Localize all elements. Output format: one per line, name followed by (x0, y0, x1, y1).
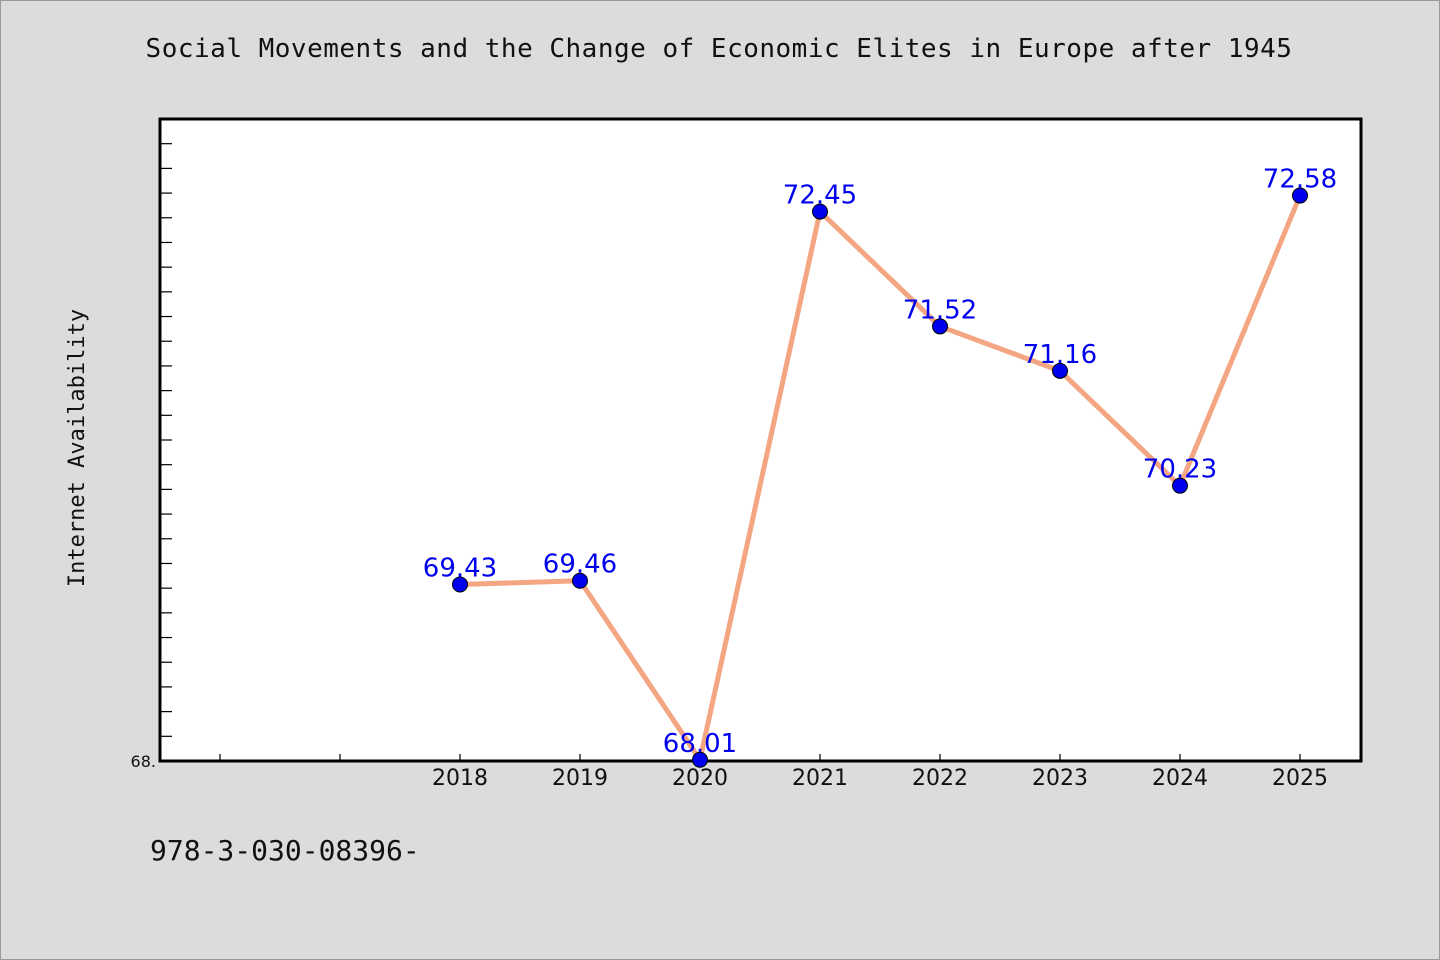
data-label: 71.16 (1023, 340, 1097, 370)
y-tick-label: 68. (131, 752, 156, 771)
x-tick-label: 2022 (912, 766, 968, 791)
data-label: 69.46 (543, 550, 617, 580)
data-label: 68.01 (663, 729, 737, 759)
data-label: 72.45 (783, 181, 857, 211)
x-tick-label: 2019 (552, 766, 608, 791)
x-tick-label: 2025 (1272, 766, 1328, 791)
y-axis-label: Internet Availability (65, 309, 90, 587)
data-label: 69.43 (423, 553, 497, 583)
data-point (932, 318, 948, 335)
x-tick-label: 2018 (432, 766, 488, 791)
x-tick-label: 2021 (792, 766, 848, 791)
data-point (812, 203, 828, 220)
footer-code: 978-3-030-08396- (150, 834, 420, 867)
data-label: 70.23 (1143, 455, 1217, 485)
data-point (1052, 362, 1068, 379)
data-label: 71.52 (903, 295, 977, 325)
x-tick-label: 2023 (1032, 766, 1088, 791)
series-line (457, 193, 1303, 763)
x-tick-label: 2020 (672, 766, 728, 791)
chart-title: Social Movements and the Change of Econo… (145, 34, 1293, 64)
x-tick-label: 2024 (1152, 766, 1208, 791)
data-point (572, 572, 588, 589)
data-point (452, 576, 468, 593)
data-point (1172, 477, 1188, 494)
data-label: 72.58 (1263, 165, 1337, 195)
plot-area (158, 117, 1363, 763)
data-point (692, 751, 708, 768)
data-point (1292, 187, 1308, 204)
